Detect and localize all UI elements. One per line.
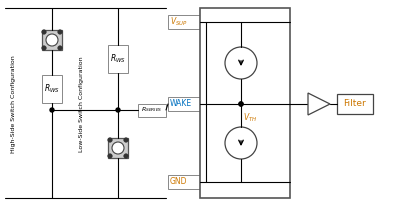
Text: Low-Side Switch Configuration: Low-Side Switch Configuration (79, 56, 84, 152)
Circle shape (238, 102, 243, 106)
Circle shape (116, 108, 120, 112)
Text: $R_{SERIES}$: $R_{SERIES}$ (141, 106, 162, 115)
Circle shape (225, 127, 256, 159)
Circle shape (50, 108, 54, 112)
Polygon shape (307, 93, 329, 115)
Circle shape (46, 34, 58, 46)
Text: WAKE: WAKE (170, 99, 192, 108)
Text: $V_{SUP}$: $V_{SUP}$ (170, 16, 187, 28)
Bar (42, 75, 62, 103)
Text: High-Side Switch Configuration: High-Side Switch Configuration (11, 55, 16, 153)
Bar (138, 104, 166, 117)
Text: Filter: Filter (343, 99, 366, 108)
Bar (108, 138, 128, 158)
Circle shape (42, 46, 46, 50)
Bar (168, 97, 200, 111)
Bar (168, 175, 200, 189)
Circle shape (124, 154, 128, 158)
Bar (168, 15, 200, 29)
Circle shape (58, 30, 62, 34)
Circle shape (112, 142, 124, 154)
Text: $V_{TH}$: $V_{TH}$ (243, 112, 257, 124)
Text: $R_{WS}$: $R_{WS}$ (44, 83, 60, 95)
Text: GND: GND (170, 177, 187, 186)
Bar (336, 94, 372, 114)
Bar (200, 8, 289, 198)
Circle shape (108, 138, 112, 142)
Bar (42, 30, 62, 50)
Circle shape (108, 154, 112, 158)
Circle shape (124, 138, 128, 142)
Bar (108, 45, 128, 73)
Circle shape (58, 46, 62, 50)
Circle shape (225, 47, 256, 79)
Text: $R_{WS}$: $R_{WS}$ (110, 53, 126, 65)
Circle shape (238, 102, 243, 106)
Circle shape (42, 30, 46, 34)
